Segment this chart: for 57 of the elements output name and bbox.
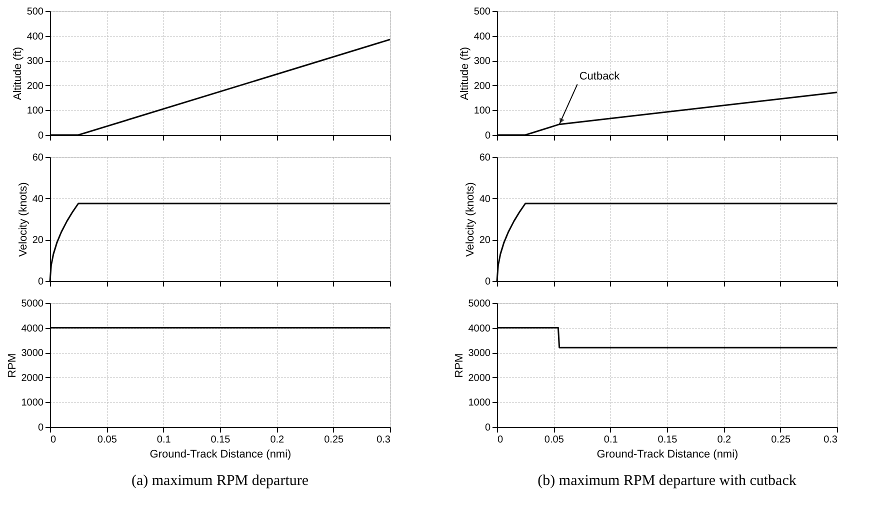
y-tick-label: 200 bbox=[474, 80, 491, 92]
y-tick-label: 2000 bbox=[21, 372, 44, 384]
y-tick-label: 100 bbox=[474, 106, 491, 117]
y-tick-label: 1000 bbox=[468, 398, 491, 409]
y-tick-label: 400 bbox=[26, 31, 44, 42]
y-tick-label: 0 bbox=[38, 130, 44, 142]
y-tick-label: 100 bbox=[26, 106, 44, 117]
y-axis-title: Altitude (ft) bbox=[458, 46, 471, 100]
y-tick-label: 40 bbox=[479, 194, 491, 205]
y-axis-title: Velocity (knots) bbox=[17, 182, 30, 257]
x-tick-label: 0.1 bbox=[604, 434, 618, 446]
y-tick-label: 0 bbox=[484, 130, 491, 142]
x-tick-label: 0.1 bbox=[156, 434, 172, 446]
y-tick-label: 40 bbox=[32, 194, 44, 205]
y-tick-label: 0 bbox=[484, 422, 491, 434]
y-tick-label: 300 bbox=[474, 56, 491, 68]
x-tick-label: 0.05 bbox=[97, 434, 118, 446]
y-axis-title: Altitude (ft) bbox=[12, 46, 24, 100]
text: (b) maximum RPM departure with cutback bbox=[538, 473, 797, 489]
x-tick-label: 0.3 bbox=[376, 434, 391, 446]
x-tick-label: 0.3 bbox=[824, 434, 838, 446]
y-tick-label: 0 bbox=[38, 422, 44, 434]
y-tick-label: 20 bbox=[32, 235, 44, 246]
y-tick-label: 500 bbox=[26, 6, 44, 18]
y-tick-label: 20 bbox=[479, 235, 491, 246]
y-tick-label: 5000 bbox=[21, 298, 44, 310]
x-tick-label: 0.2 bbox=[270, 434, 285, 446]
y-tick-label: 2000 bbox=[468, 372, 491, 384]
x-tick-label: 0.25 bbox=[771, 434, 791, 446]
x-axis-title: Ground-Track Distance (nmi) bbox=[150, 448, 292, 460]
annotation: Cutback bbox=[579, 70, 620, 82]
y-axis-title: Velocity (knots) bbox=[464, 182, 476, 257]
y-axis-title: RPM bbox=[453, 353, 466, 378]
y-tick-label: 3000 bbox=[468, 348, 491, 360]
y-tick-label: 300 bbox=[26, 56, 44, 68]
x-axis-title: Ground-Track Distance (nmi) bbox=[596, 448, 738, 460]
y-tick-label: 3000 bbox=[21, 348, 44, 360]
text: (a) maximum RPM departure bbox=[131, 473, 309, 489]
x-tick-label: 0.2 bbox=[717, 434, 732, 446]
x-tick-label: 0 bbox=[498, 434, 504, 446]
y-tick-label: 1000 bbox=[21, 398, 44, 409]
y-tick-label: 500 bbox=[474, 6, 491, 18]
x-tick-label: 0.15 bbox=[210, 434, 231, 446]
y-tick-label: 60 bbox=[32, 152, 44, 164]
y-tick-label: 0 bbox=[484, 276, 491, 288]
x-tick-label: 0.05 bbox=[544, 434, 564, 446]
y-tick-label: 4000 bbox=[21, 323, 44, 334]
x-tick-label: 0 bbox=[50, 434, 56, 446]
x-tick-label: 0.15 bbox=[658, 434, 678, 446]
y-tick-label: 4000 bbox=[468, 323, 491, 334]
y-axis-title: RPM bbox=[6, 353, 18, 378]
x-tick-label: 0.25 bbox=[324, 434, 344, 446]
y-tick-label: 0 bbox=[38, 276, 44, 288]
y-tick-label: 5000 bbox=[468, 298, 491, 310]
y-tick-label: 60 bbox=[479, 152, 491, 164]
y-tick-label: 200 bbox=[26, 80, 44, 92]
y-tick-label: 400 bbox=[474, 31, 491, 42]
